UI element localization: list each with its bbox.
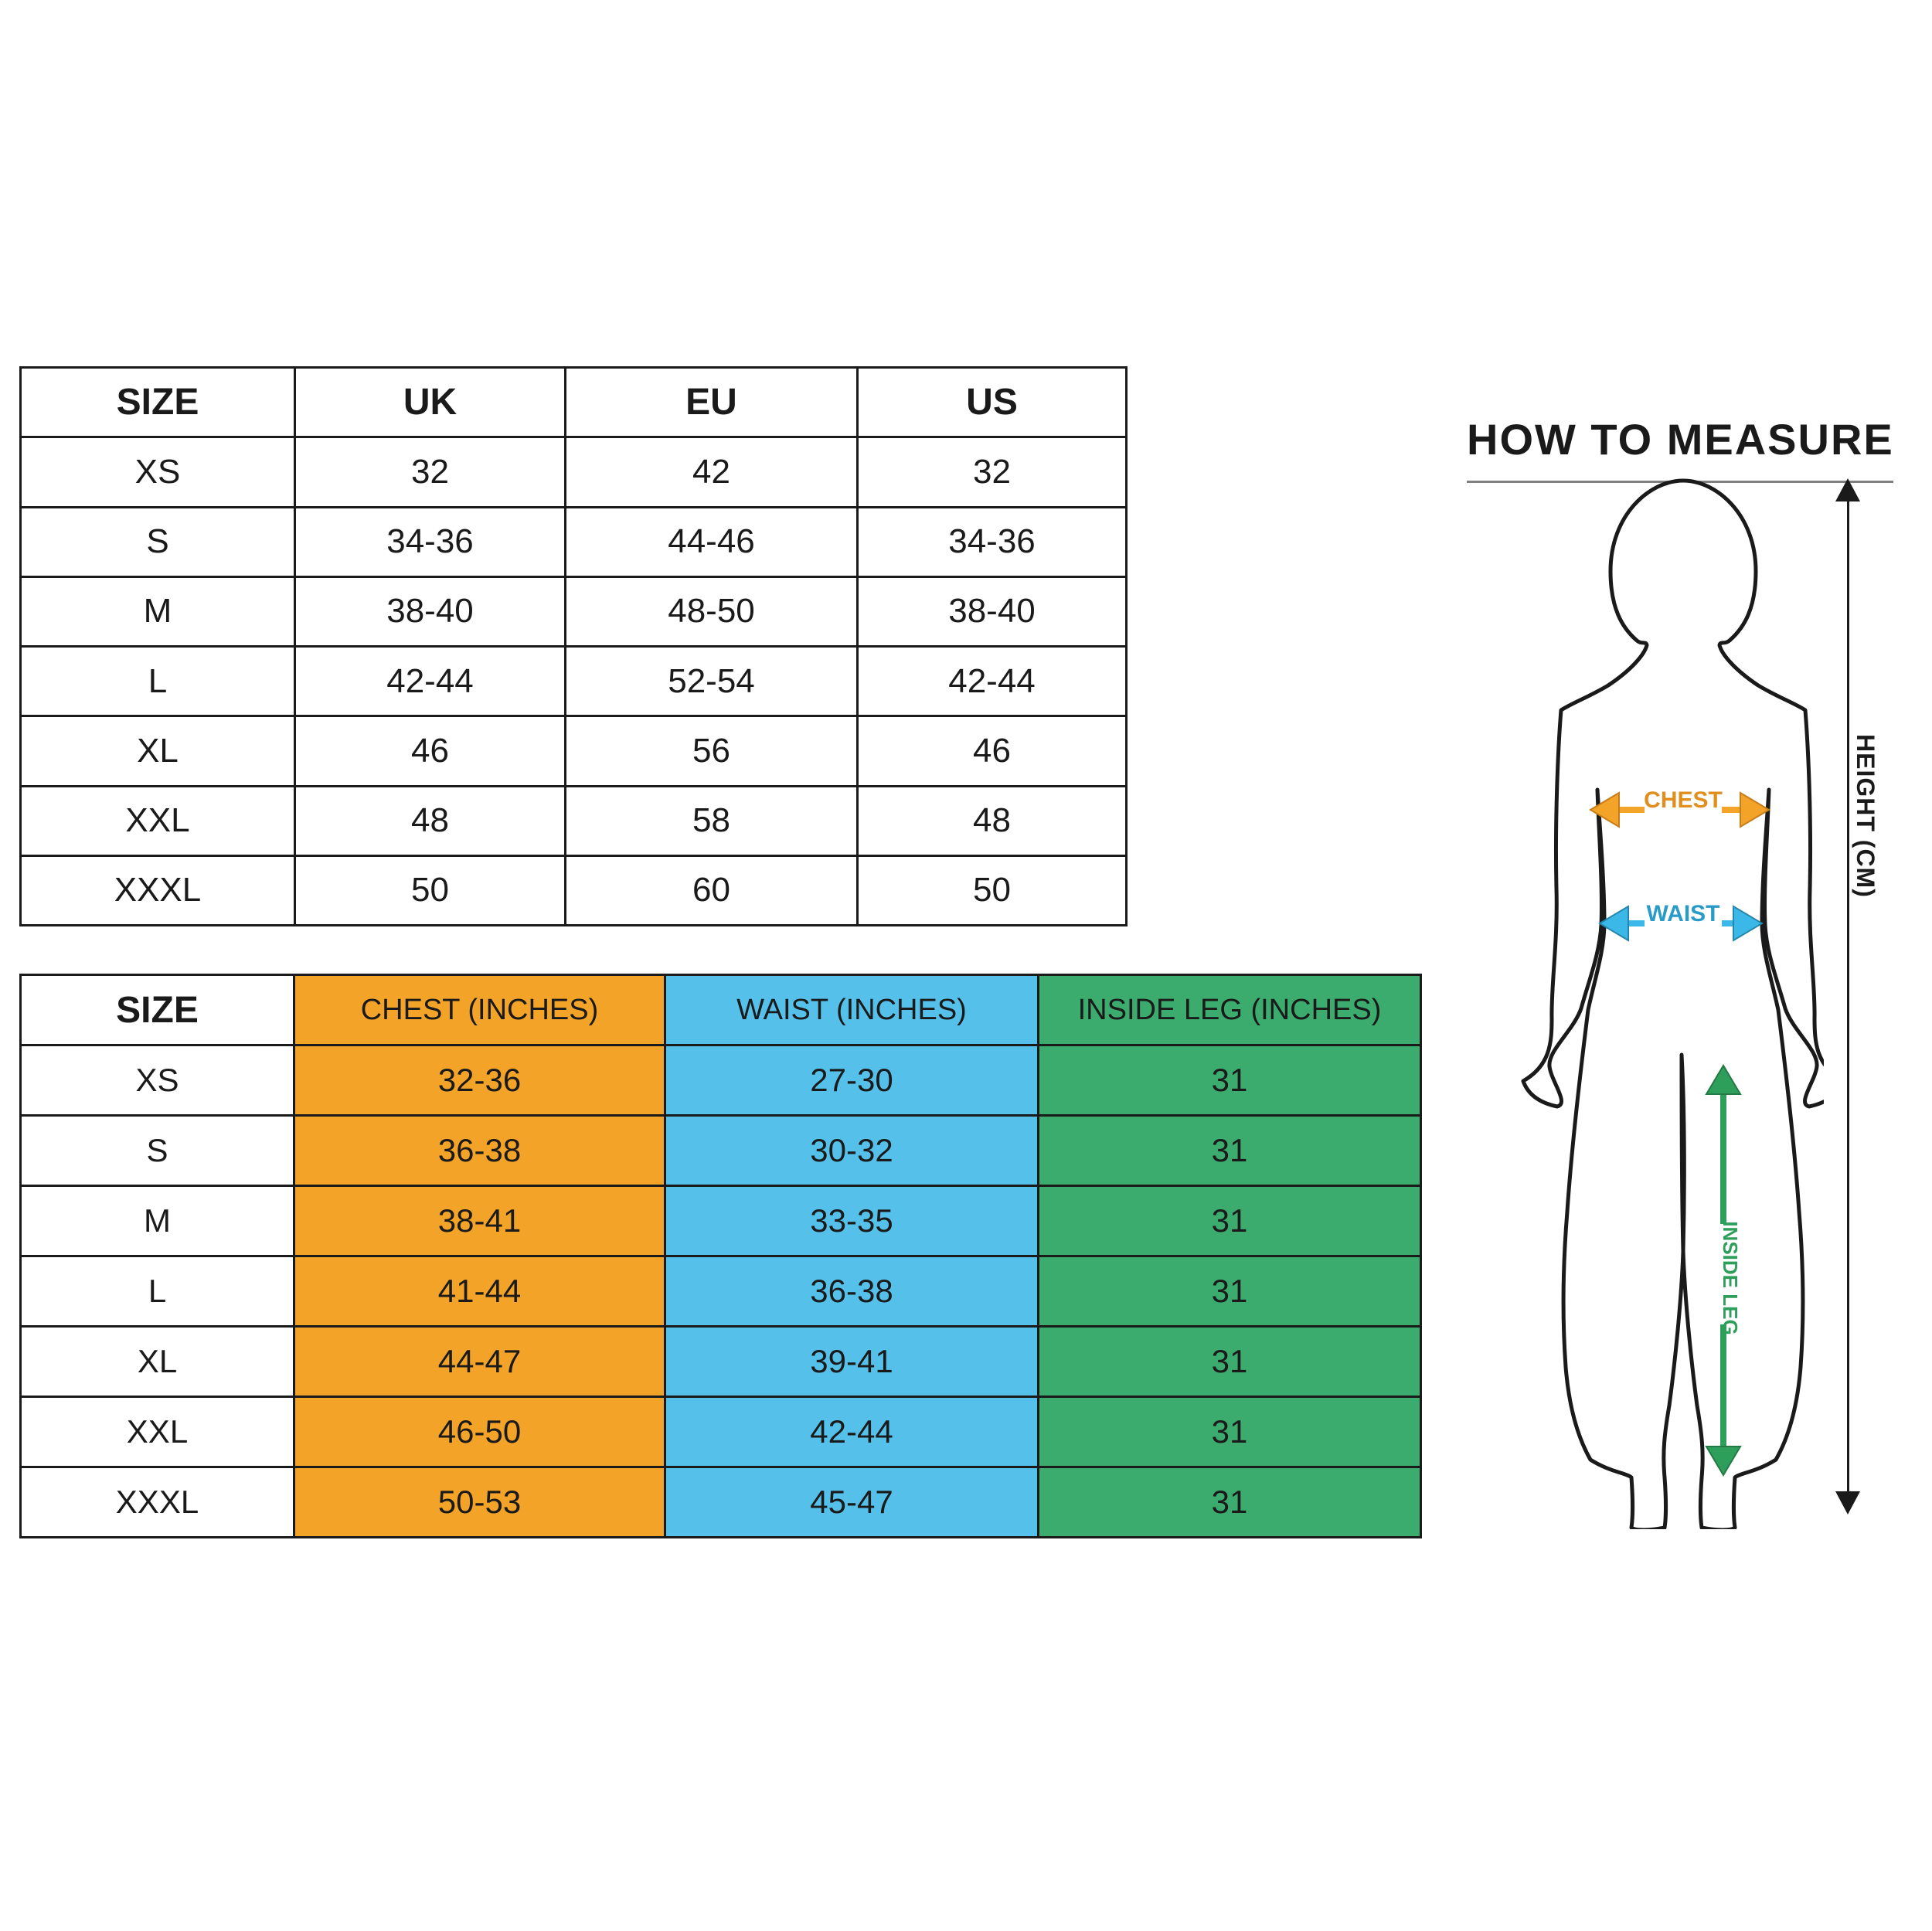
svg-text:WAIST: WAIST [1647,901,1720,926]
svg-text:CHEST: CHEST [1644,787,1723,813]
svg-text:INSIDE LEG: INSIDE LEG [1719,1221,1742,1334]
